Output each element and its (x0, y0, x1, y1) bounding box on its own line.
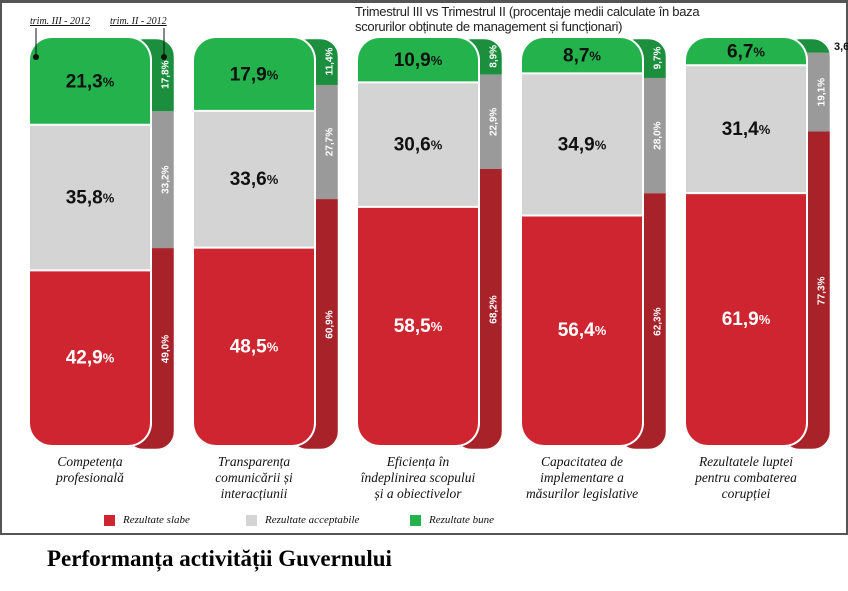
segment-q3-acceptable (194, 110, 314, 248)
data-label-q3: 61,9% (722, 309, 771, 330)
data-label-q3: 21,3% (66, 71, 115, 92)
data-label-q3: 17,9% (230, 64, 279, 85)
bar-group: 11,4% 27,7% 60,9% 17,9% 33,6% 48,5% (192, 36, 340, 451)
data-label-q3: 6,7% (727, 41, 765, 62)
segment-q3-good (522, 38, 642, 74)
data-label-q3: 34,9% (558, 134, 607, 155)
data-label-q2: 68,2% (489, 295, 500, 323)
segment-q3-weak (194, 247, 314, 445)
category-label: Eficiența în îndeplinirea scopului și a ob… (333, 454, 503, 502)
segment-q3-acceptable (522, 73, 642, 216)
segment-q3-acceptable (30, 124, 150, 271)
data-label-q2: 3,6% (834, 41, 848, 53)
category-label-line: comunicării și (215, 470, 293, 485)
bar-group: 17,8% 33,2% 49,0% 21,3% 35,8% 42,9% (28, 36, 176, 451)
category-label-line: măsurilor legislative (525, 486, 639, 501)
pointer-dot-q3 (33, 54, 39, 60)
legend-swatch (410, 514, 421, 526)
bar-q3 (522, 38, 642, 445)
category-label-line: pentru combaterea (695, 470, 797, 485)
subtitle-line: Trimestrul III vs Trimestrul II (procent… (355, 4, 700, 19)
data-label-q3: 30,6% (394, 134, 443, 155)
series-label-q3: trim. III - 2012 (30, 16, 90, 27)
data-label-q2: 17,8% (161, 60, 172, 88)
segment-q3-good (358, 38, 478, 83)
data-label-q2: 62,3% (653, 307, 664, 335)
category-label-line: Competența (57, 454, 123, 469)
segment-q3-weak (522, 215, 642, 445)
segment-q3-good (686, 38, 806, 66)
data-label-q2: 9,7% (653, 46, 664, 69)
data-label-q3: 8,7% (563, 45, 601, 66)
data-label-q2: 8,9% (489, 45, 500, 68)
data-label-q2: 33,2% (161, 165, 172, 193)
series-label-q2: trim. II - 2012 (110, 16, 167, 27)
category-label-line: Rezultatele luptei (698, 454, 794, 469)
data-label-q2: 19,1% (817, 78, 828, 106)
segment-q3-weak (30, 270, 150, 445)
data-label-q2: 60,9% (325, 310, 336, 338)
chart-subtitle: Trimestrul III vs Trimestrul II (procent… (355, 4, 815, 34)
chart-title: Performanța activității Guvernului (47, 546, 392, 571)
legend-item-weak: Rezultate slabe (104, 514, 190, 526)
data-label-q3: 48,5% (230, 336, 279, 357)
category-label: Capacitatea de implementare a măsurilor le… (497, 454, 667, 502)
data-label-q2: 11,4% (325, 47, 336, 75)
category-label: Competența profesională (5, 454, 175, 486)
legend-label: Rezultate acceptabile (265, 514, 360, 526)
data-label-q2: 27,7% (325, 128, 336, 156)
category-label-line: Transparența (217, 454, 291, 469)
segment-q3-acceptable (358, 82, 478, 207)
category-label-line: profesională (56, 470, 124, 485)
chart-frame (0, 0, 848, 535)
data-label-q3: 35,8% (66, 187, 115, 208)
subtitle-line: scorurilor obținute de management și fun… (355, 19, 623, 34)
top-border (0, 0, 848, 3)
data-label-q2: 28,0% (653, 121, 664, 149)
legend-item-acceptable: Rezultate acceptabile (246, 514, 359, 526)
pointer-dot-q2 (161, 54, 167, 60)
data-label-q2: 49,0% (161, 335, 172, 363)
category-label-line: îndeplinirea scopului (360, 470, 476, 485)
category-label-line: Eficiența în (386, 454, 450, 469)
category-label-line: corupției (721, 486, 771, 501)
data-label-q3: 10,9% (394, 50, 443, 71)
data-label-q3: 42,9% (66, 347, 115, 368)
legend-swatch (104, 514, 115, 526)
segment-q3-acceptable (686, 65, 806, 194)
data-label-q2: 22,9% (489, 108, 500, 136)
bar-q3 (686, 38, 806, 445)
category-label-line: și a obiectivelor (374, 486, 462, 501)
data-label-q3: 56,4% (558, 320, 607, 341)
legend-label: Rezultate slabe (123, 514, 190, 526)
bar-q3 (358, 38, 478, 445)
legend-item-good: Rezultate bune (410, 514, 494, 526)
segment-q3-weak (358, 206, 478, 445)
segment-q3-good (194, 38, 314, 111)
segment-q3-weak (686, 193, 806, 445)
legend-label: Rezultate bune (429, 514, 495, 526)
bar-q3 (30, 38, 150, 445)
bar-q3 (194, 38, 314, 445)
data-label-q3: 31,4% (722, 119, 771, 140)
category-label: Rezultatele luptei pentru combaterea corup… (661, 454, 831, 502)
data-label-q2: 77,3% (817, 276, 828, 304)
legend-swatch (246, 514, 257, 526)
category-label-line: implementare a (540, 470, 624, 485)
category-label-line: Capacitatea de (540, 454, 624, 469)
bar-group: 9,7% 28,0% 62,3% 8,7% 34,9% 56,4% (520, 36, 668, 451)
category-label: Transparența comunicării și interacțiunii (169, 454, 339, 502)
segment-q3-good (30, 38, 150, 125)
category-label-line: interacțiunii (220, 486, 288, 501)
data-label-q3: 33,6% (230, 169, 279, 190)
data-label-q3: 58,5% (394, 315, 443, 336)
bar-group: 8,9% 22,9% 68,2% 10,9% 30,6% 58,5% (356, 36, 504, 451)
bar-group: 3,6% 19,1% 77,3% 6,7% 31,4% 61,9% (684, 36, 848, 451)
